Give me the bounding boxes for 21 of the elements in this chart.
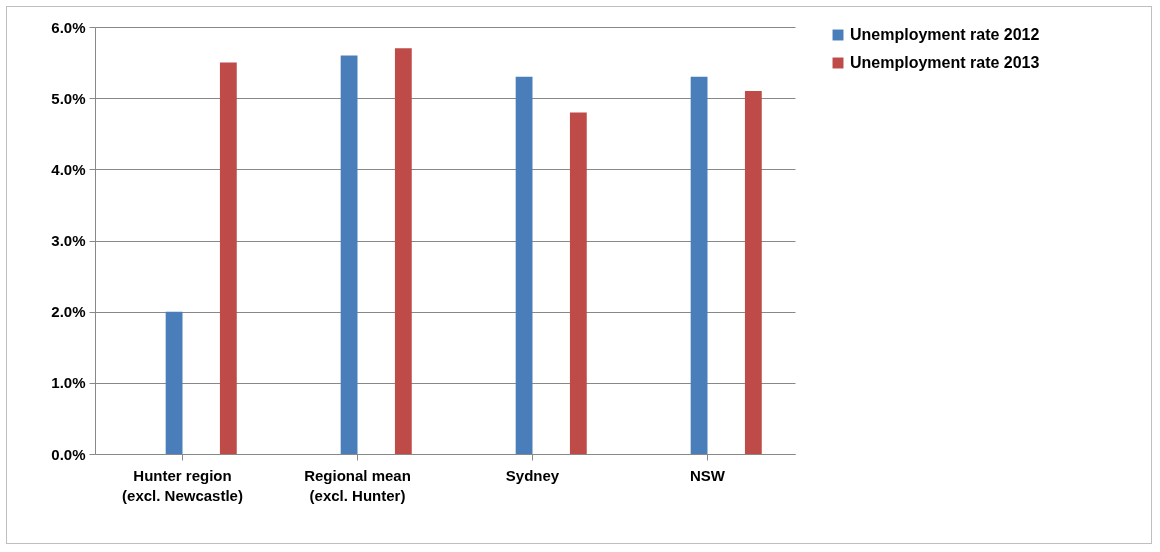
y-tick-label: 6.0% <box>51 18 86 36</box>
x-tick-label: Hunter region (excl. Newcastle) <box>122 466 243 504</box>
legend-label: Unemployment rate 2013 <box>850 54 1040 71</box>
y-tick-label: 2.0% <box>51 303 86 321</box>
y-tick-label: 1.0% <box>51 374 86 392</box>
bar <box>394 48 412 454</box>
bar <box>515 76 533 454</box>
bar <box>744 91 762 454</box>
x-tick-label: Regional mean (excl. Hunter) <box>304 466 411 504</box>
x-tick-label: NSW <box>690 466 726 484</box>
legend-label: Unemployment rate 2012 <box>850 26 1040 43</box>
bar <box>219 62 237 454</box>
y-tick-label: 5.0% <box>51 89 86 107</box>
y-tick-label: 4.0% <box>51 160 86 178</box>
bar <box>690 76 708 454</box>
y-tick-label: 0.0% <box>51 445 86 463</box>
bar <box>569 112 587 454</box>
x-tick-label: Sydney <box>505 466 560 484</box>
y-tick-label: 3.0% <box>51 232 86 249</box>
bar <box>165 311 183 454</box>
bar <box>340 55 358 454</box>
